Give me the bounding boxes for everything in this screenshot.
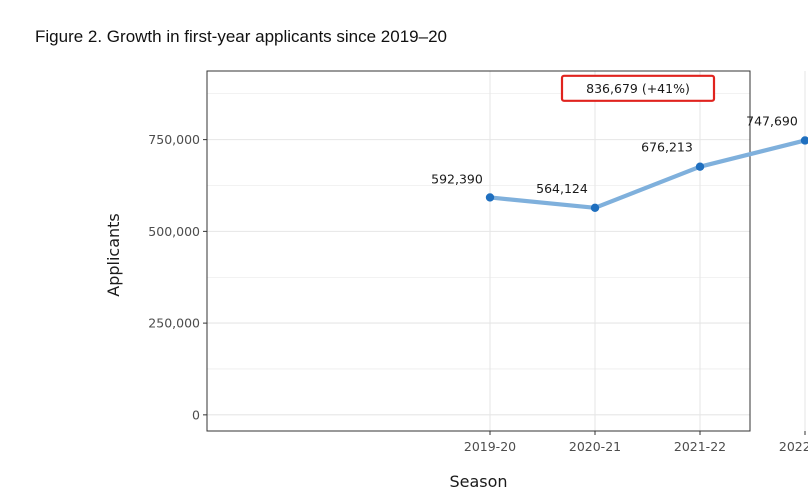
- x-tick-label: 2021-22: [674, 439, 726, 454]
- y-tick-label: 750,000: [148, 132, 200, 147]
- y-tick-label: 250,000: [148, 316, 200, 331]
- data-label: 836,679 (+41%): [586, 81, 690, 96]
- data-label: 747,690: [746, 113, 798, 128]
- data-point: [485, 193, 495, 202]
- data-point: [590, 203, 600, 213]
- figure-title: Figure 2. Growth in first-year applicant…: [35, 27, 447, 46]
- data-label: 676,213: [641, 140, 693, 155]
- data-point: [695, 162, 705, 171]
- data-label: 592,390: [431, 171, 483, 186]
- y-tick-label: 0: [192, 407, 200, 422]
- data-point: [800, 136, 808, 145]
- x-tick-label: 2020-21: [569, 439, 621, 454]
- y-axis-title: Applicants: [104, 213, 123, 297]
- x-tick-label: 2022-23: [779, 439, 808, 454]
- y-tick-label: 500,000: [148, 224, 200, 239]
- panel-border: [206, 70, 751, 432]
- highlight-label-box: [560, 74, 716, 102]
- x-axis-title: Season: [449, 472, 507, 491]
- x-tick-label: 2019-20: [464, 439, 516, 454]
- data-label: 564,124: [536, 181, 588, 196]
